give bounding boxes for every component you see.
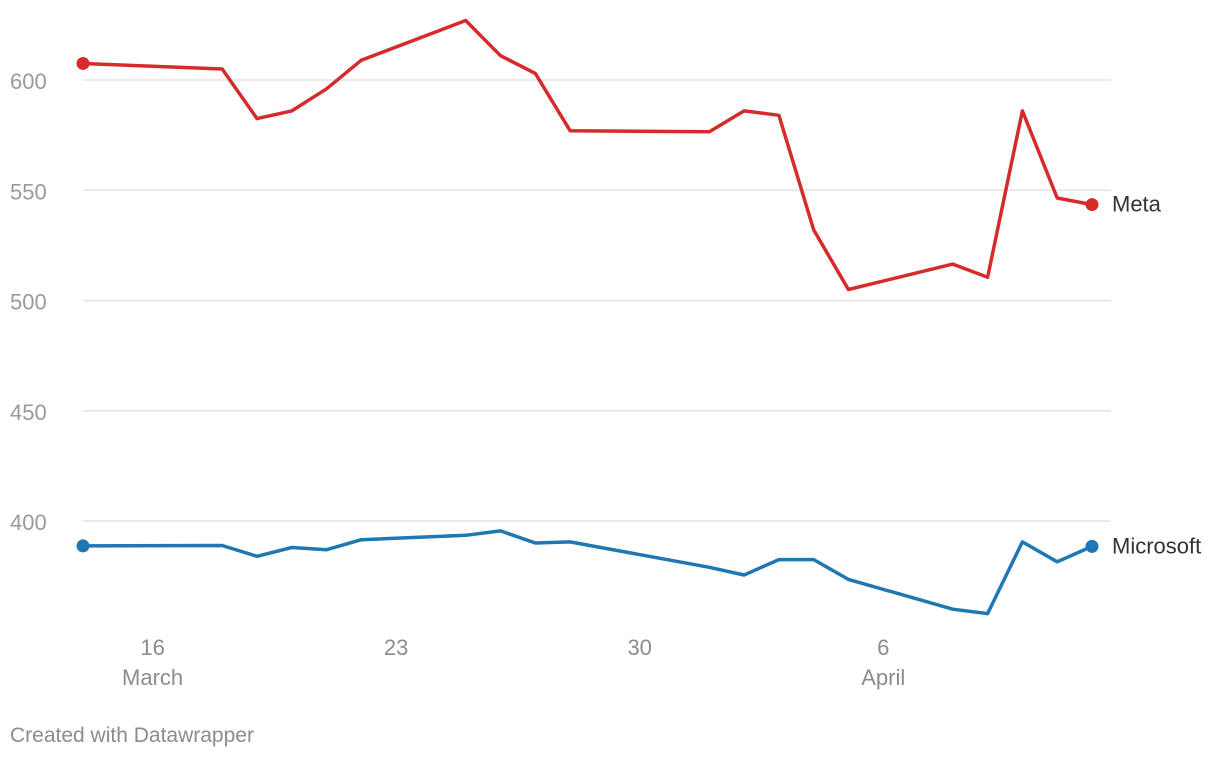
y-tick-label-400: 400: [10, 510, 47, 535]
series-lines: [76, 18, 1099, 616]
y-tick-label-550: 550: [10, 179, 47, 204]
start-point-microsoft: [76, 539, 90, 553]
x-tick-sublabel-3: April: [861, 665, 905, 690]
start-point-meta: [76, 56, 90, 70]
credit-text: Created with Datawrapper: [10, 724, 254, 747]
series-labels: Meta Microsoft: [1112, 192, 1201, 559]
series-label-microsoft: Microsoft: [1112, 533, 1201, 558]
series-label-meta: Meta: [1112, 192, 1162, 217]
y-axis: 400 450 500 550 600: [10, 69, 47, 535]
x-tick-label-1: 23: [384, 635, 408, 660]
end-point-microsoft: [1085, 539, 1099, 553]
x-tick-label-3: 6: [877, 635, 889, 660]
series-line-meta: [81, 18, 1094, 292]
y-tick-label-500: 500: [10, 290, 47, 315]
x-axis: 16 March 23 30 6 April: [122, 635, 905, 690]
gridlines: [83, 79, 1111, 522]
x-tick-sublabel-0: March: [122, 665, 183, 690]
y-tick-label-600: 600: [10, 69, 47, 94]
end-point-meta: [1085, 198, 1099, 212]
series-line-microsoft: [81, 529, 1094, 616]
x-tick-label-2: 30: [627, 635, 651, 660]
y-tick-label-450: 450: [10, 400, 47, 425]
x-tick-label-0: 16: [140, 635, 164, 660]
